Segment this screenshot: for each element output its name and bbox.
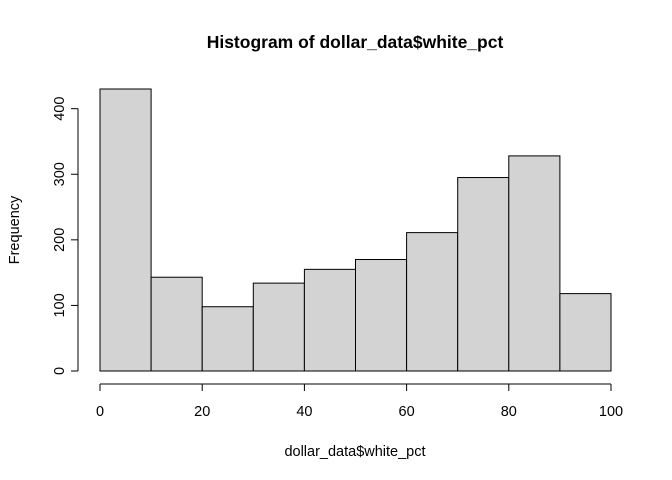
x-axis-label: dollar_data$white_pct [284,444,425,460]
bars-group [99,88,612,372]
histogram-bar-9 [559,293,612,372]
y-axis-label: Frequency [7,195,23,264]
x-tick-label-0: 0 [96,404,104,420]
histogram-bar-2 [201,306,254,372]
histogram-bar-5 [355,259,408,372]
y-tick-label-100: 100 [52,293,68,317]
histogram-bar-3 [252,282,305,372]
y-tick-label-0: 0 [52,367,68,375]
histogram-bar-7 [457,177,510,372]
y-axis: 0 100 200 300 400 [52,97,79,375]
x-tick-label-80: 80 [501,404,517,420]
histogram-bar-0 [99,88,152,372]
y-tick-label-400: 400 [52,97,68,121]
histogram-bar-1 [150,276,203,372]
histogram-bar-4 [303,268,356,372]
y-tick-label-300: 300 [52,162,68,186]
x-tick-label-100: 100 [599,404,623,420]
histogram-bar-6 [406,232,459,372]
histogram-bar-8 [508,155,561,372]
y-tick-label-200: 200 [52,228,68,252]
x-tick-label-20: 20 [194,404,210,420]
x-axis: 0 20 40 60 80 100 [96,383,623,420]
x-tick-label-40: 40 [296,404,312,420]
chart-title: Histogram of dollar_data$white_pct [207,32,504,52]
x-tick-label-60: 60 [399,404,415,420]
